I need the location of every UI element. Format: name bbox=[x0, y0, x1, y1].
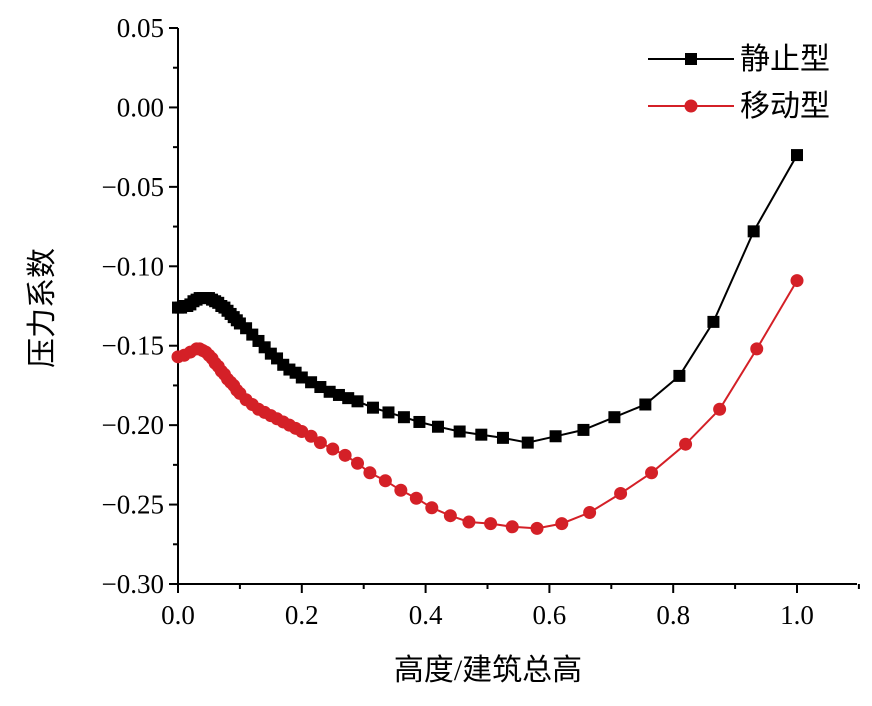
ticks: 0.050.00−0.05−0.10−0.15−0.20−0.25−0.300.… bbox=[102, 13, 860, 630]
series-line bbox=[178, 154, 798, 444]
data-point bbox=[484, 517, 498, 531]
legend-marker-moving bbox=[684, 99, 698, 113]
data-point bbox=[750, 342, 764, 356]
x-tick-label: 0.0 bbox=[161, 600, 195, 630]
data-point bbox=[608, 411, 621, 424]
y-tick-label: −0.10 bbox=[102, 251, 164, 281]
y-tick-label: 0.00 bbox=[117, 92, 164, 122]
data-point bbox=[790, 274, 804, 288]
y-tick-label: −0.20 bbox=[102, 410, 164, 440]
series-static bbox=[172, 149, 803, 449]
data-point bbox=[431, 420, 444, 433]
legend-marker-static bbox=[685, 53, 697, 65]
data-point bbox=[314, 381, 327, 394]
y-axis-title: 压力系数 bbox=[26, 248, 59, 368]
data-point bbox=[366, 401, 379, 414]
legend-item-static: 静止型 bbox=[648, 43, 830, 76]
x-tick-label: 0.4 bbox=[409, 600, 443, 630]
data-point bbox=[679, 437, 693, 451]
data-point bbox=[707, 315, 720, 328]
data-point bbox=[323, 385, 336, 398]
x-tick-label: 1.0 bbox=[780, 600, 814, 630]
data-point bbox=[496, 431, 509, 444]
y-tick-label: −0.05 bbox=[102, 172, 164, 202]
data-point bbox=[351, 395, 364, 408]
data-point bbox=[475, 428, 488, 441]
data-point bbox=[332, 388, 345, 401]
data-point bbox=[462, 515, 476, 529]
series-moving bbox=[171, 274, 804, 535]
data-point bbox=[351, 456, 365, 470]
data-point bbox=[555, 517, 569, 531]
y-tick-label: −0.15 bbox=[102, 331, 164, 361]
data-point bbox=[326, 442, 340, 456]
data-point bbox=[305, 376, 318, 389]
data-point bbox=[304, 429, 318, 443]
data-point bbox=[505, 520, 519, 534]
data-point bbox=[342, 392, 355, 405]
data-point bbox=[363, 466, 377, 480]
series bbox=[171, 149, 804, 535]
data-point bbox=[313, 436, 327, 450]
x-axis-title: 高度/建筑总高 bbox=[394, 654, 582, 687]
data-point bbox=[338, 448, 352, 462]
data-point bbox=[530, 521, 544, 535]
data-point bbox=[614, 486, 628, 500]
data-point bbox=[713, 402, 727, 416]
data-point bbox=[409, 491, 423, 505]
x-tick-label: 0.2 bbox=[285, 600, 319, 630]
data-point bbox=[747, 225, 760, 238]
data-point bbox=[443, 509, 457, 523]
data-point bbox=[673, 369, 686, 382]
data-point bbox=[577, 423, 590, 436]
data-point bbox=[382, 406, 395, 419]
y-tick-label: −0.25 bbox=[102, 490, 164, 520]
data-point bbox=[521, 436, 534, 449]
data-point bbox=[295, 371, 308, 384]
series-line bbox=[177, 280, 798, 530]
data-point bbox=[639, 398, 652, 411]
x-tick-label: 0.6 bbox=[533, 600, 567, 630]
data-point bbox=[645, 466, 659, 480]
x-tick-label: 0.8 bbox=[656, 600, 690, 630]
data-point bbox=[791, 149, 803, 162]
legend: 静止型 移动型 bbox=[648, 43, 830, 123]
legend-label-moving: 移动型 bbox=[740, 90, 830, 123]
data-point bbox=[583, 506, 597, 520]
data-point bbox=[413, 415, 426, 428]
data-point bbox=[397, 411, 410, 424]
data-point bbox=[394, 483, 408, 497]
legend-label-static: 静止型 bbox=[740, 43, 830, 76]
y-tick-label: −0.30 bbox=[102, 569, 164, 599]
data-point bbox=[378, 474, 392, 488]
legend-item-moving: 移动型 bbox=[648, 90, 830, 123]
data-point bbox=[549, 430, 562, 443]
data-point bbox=[453, 425, 466, 438]
y-tick-label: 0.05 bbox=[117, 13, 164, 43]
data-point bbox=[425, 501, 439, 515]
